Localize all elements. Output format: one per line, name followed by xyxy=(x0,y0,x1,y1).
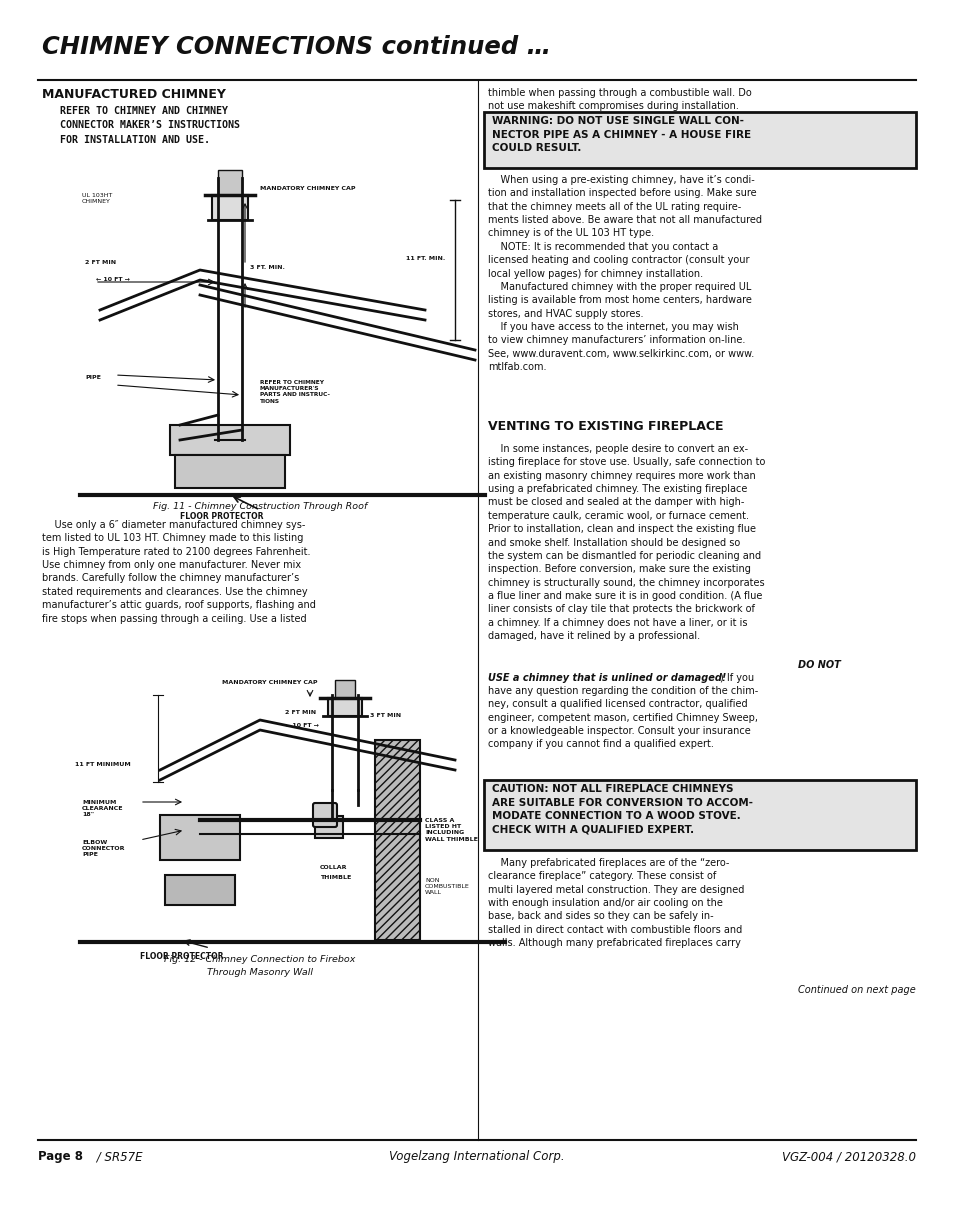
Bar xyxy=(212,195,248,219)
Text: PIPE: PIPE xyxy=(85,375,101,380)
Text: Continued on next page: Continued on next page xyxy=(798,985,915,995)
FancyBboxPatch shape xyxy=(160,815,240,860)
Bar xyxy=(375,740,419,939)
Text: MINIMUM
CLEARANCE
18": MINIMUM CLEARANCE 18" xyxy=(82,800,123,818)
Text: have any question regarding the condition of the chim-
ney, consult a qualified : have any question regarding the conditio… xyxy=(488,686,758,749)
Bar xyxy=(483,780,915,850)
Text: VGZ-004 / 20120328.0: VGZ-004 / 20120328.0 xyxy=(781,1151,915,1163)
Text: 2 FT MIN: 2 FT MIN xyxy=(285,710,315,715)
Text: Through Masonry Wall: Through Masonry Wall xyxy=(207,968,313,977)
Text: 3 FT MIN: 3 FT MIN xyxy=(370,713,400,718)
Text: When using a pre-existing chimney, have it’s condi-
tion and installation inspec: When using a pre-existing chimney, have … xyxy=(488,175,761,371)
Text: FLOOR PROTECTOR: FLOOR PROTECTOR xyxy=(180,513,263,521)
Text: VENTING TO EXISTING FIREPLACE: VENTING TO EXISTING FIREPLACE xyxy=(488,420,722,433)
Text: / SR57E: / SR57E xyxy=(92,1151,142,1163)
Text: COLLAR: COLLAR xyxy=(319,865,347,870)
FancyBboxPatch shape xyxy=(170,425,290,455)
Text: ) If you: ) If you xyxy=(720,673,753,683)
Text: ← 10 FT →: ← 10 FT → xyxy=(96,277,130,282)
Text: In some instances, people desire to convert an ex-
isting fireplace for stove us: In some instances, people desire to conv… xyxy=(488,444,764,642)
Text: FLOOR PROTECTOR: FLOOR PROTECTOR xyxy=(140,952,223,961)
Bar xyxy=(314,816,343,838)
Text: 11 FT. MIN.: 11 FT. MIN. xyxy=(405,256,444,260)
Text: WARNING: DO NOT USE SINGLE WALL CON-
NECTOR PIPE AS A CHIMNEY - A HOUSE FIRE
COU: WARNING: DO NOT USE SINGLE WALL CON- NEC… xyxy=(492,116,750,153)
Text: Fig. 11 - Chimney Construction Through Roof: Fig. 11 - Chimney Construction Through R… xyxy=(152,502,367,511)
Text: 3 FT. MIN.: 3 FT. MIN. xyxy=(250,265,285,270)
Text: ← 10 FT →: ← 10 FT → xyxy=(285,724,318,728)
FancyBboxPatch shape xyxy=(174,455,285,488)
Text: Fig. 12 - Chimney Connection to Firebox: Fig. 12 - Chimney Connection to Firebox xyxy=(164,955,355,964)
Text: USE a chimney that is unlined or damaged!: USE a chimney that is unlined or damaged… xyxy=(488,673,725,683)
Text: CAUTION: NOT ALL FIREPLACE CHIMNEYS
ARE SUITABLE FOR CONVERSION TO ACCOM-
MODATE: CAUTION: NOT ALL FIREPLACE CHIMNEYS ARE … xyxy=(492,784,752,835)
Text: DO NOT: DO NOT xyxy=(797,660,840,671)
Text: ELBOW
CONNECTOR
PIPE: ELBOW CONNECTOR PIPE xyxy=(82,841,126,857)
Text: MANUFACTURED CHIMNEY: MANUFACTURED CHIMNEY xyxy=(42,88,226,101)
Text: CHIMNEY CONNECTIONS continued …: CHIMNEY CONNECTIONS continued … xyxy=(42,35,551,59)
Text: Vogelzang International Corp.: Vogelzang International Corp. xyxy=(389,1151,564,1163)
Text: UL 103HT
CHIMNEY: UL 103HT CHIMNEY xyxy=(82,193,112,204)
Text: Many prefabricated fireplaces are of the “zero-
clearance fireplace” category. T: Many prefabricated fireplaces are of the… xyxy=(488,857,743,948)
Text: REFER TO CHIMNEY AND CHIMNEY
   CONNECTOR MAKER’S INSTRUCTIONS
   FOR INSTALLATI: REFER TO CHIMNEY AND CHIMNEY CONNECTOR M… xyxy=(42,106,240,145)
Text: Page 8: Page 8 xyxy=(38,1151,83,1163)
Text: MANDATORY CHIMNEY CAP: MANDATORY CHIMNEY CAP xyxy=(222,680,317,685)
Text: thimble when passing through a combustible wall. Do
not use makeshift compromise: thimble when passing through a combustib… xyxy=(488,88,751,111)
Text: Use only a 6″ diameter manufactured chimney sys-
tem listed to UL 103 HT. Chimne: Use only a 6″ diameter manufactured chim… xyxy=(42,520,315,624)
Text: 11 FT MINIMUM: 11 FT MINIMUM xyxy=(75,762,131,767)
Text: CLASS A
LISTED HT
INCLUDING
WALL THIMBLE: CLASS A LISTED HT INCLUDING WALL THIMBLE xyxy=(424,818,477,842)
Bar xyxy=(165,876,234,904)
FancyBboxPatch shape xyxy=(313,803,336,827)
Bar xyxy=(328,698,361,716)
Bar xyxy=(218,170,242,195)
Text: REFER TO CHIMNEY
MANUFACTURER'S
PARTS AND INSTRUC-
TIONS: REFER TO CHIMNEY MANUFACTURER'S PARTS AN… xyxy=(260,380,330,404)
Bar xyxy=(335,680,355,698)
Text: NON
COMBUSTIBLE
WALL: NON COMBUSTIBLE WALL xyxy=(424,878,469,895)
Text: 2 FT MIN: 2 FT MIN xyxy=(85,260,116,265)
Text: MANDATORY CHIMNEY CAP: MANDATORY CHIMNEY CAP xyxy=(260,186,355,191)
Text: THIMBLE: THIMBLE xyxy=(319,876,351,880)
Bar xyxy=(483,112,915,168)
